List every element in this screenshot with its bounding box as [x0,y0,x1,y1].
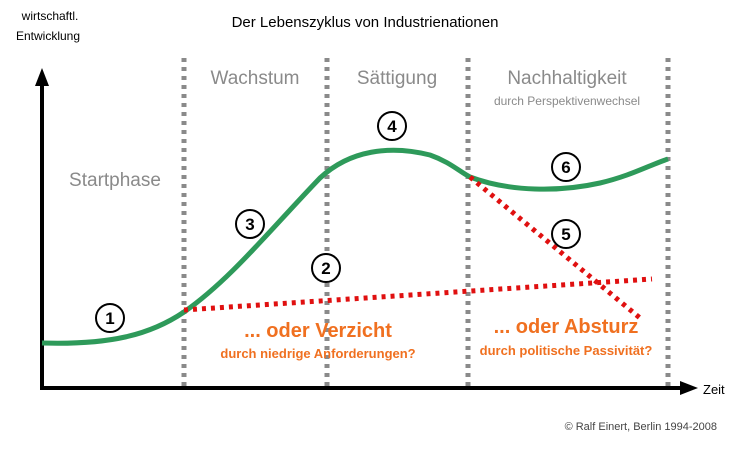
marker-circle-2 [311,253,341,283]
renounce-sublabel: durch niedrige Anforderungen? [220,346,415,361]
crash-label: ... oder Absturz [494,316,639,338]
growth-curve [41,147,669,346]
marker-4: 4 [387,117,397,136]
phase-saturation: Sättigung [357,68,437,89]
marker-circle-3 [235,209,265,239]
phase-growth: Wachstum [210,68,299,89]
renounce-line [183,276,653,313]
marker-circle-4 [377,111,407,141]
phase-start: Startphase [69,170,161,191]
y-axis-arrow-icon [35,68,49,86]
marker-6: 6 [561,158,570,177]
crash-line [468,175,642,320]
y-axis-label-line1: wirtschaftl. [21,9,79,23]
marker-circle-5 [551,219,581,249]
marker-5: 5 [561,225,570,244]
renounce-label: ... oder Verzicht [244,320,392,342]
x-axis-arrow-icon [680,381,698,395]
copyright: © Ralf Einert, Berlin 1994-2008 [565,421,717,433]
phase-dividers [181,58,671,388]
marker-3: 3 [245,215,254,234]
marker-1: 1 [105,309,114,328]
marker-circle-1 [95,303,125,333]
diagram-title: Der Lebenszyklus von Industrienationen [232,14,499,31]
marker-2: 2 [321,259,330,278]
phase-sustainability: Nachhaltigkeit [507,68,627,89]
y-axis-label-line2: Entwicklung [16,29,80,43]
x-axis-label: Zeit [703,382,725,397]
phase-sustainability-sub: durch Perspektivenwechsel [494,94,640,108]
marker-circles [95,111,581,333]
marker-circle-6 [551,152,581,182]
crash-sublabel: durch politische Passivität? [480,343,653,358]
